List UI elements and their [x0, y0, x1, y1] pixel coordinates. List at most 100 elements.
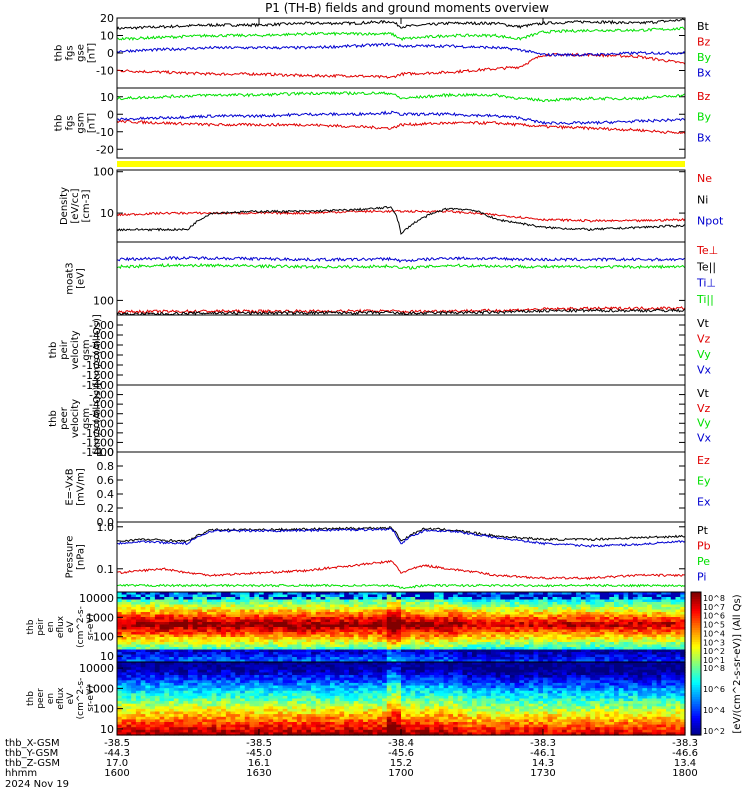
spectrogram-cell: [547, 612, 553, 616]
spectrogram-cell: [117, 609, 123, 613]
spectrogram-cell: [211, 719, 217, 723]
spectrogram-cell: [401, 647, 407, 651]
spectrogram-cell: [131, 722, 137, 726]
spectrogram-cell: [192, 662, 198, 666]
spectrogram-cell: [391, 632, 397, 636]
spectrogram-cell: [296, 727, 303, 731]
spectrogram-cell: [178, 627, 184, 631]
spectrogram-cell: [405, 659, 411, 663]
spectrogram-cell: [552, 634, 558, 638]
spectrogram-cell: [557, 657, 563, 661]
spectrogram-cell: [623, 597, 629, 601]
spectrogram-cell: [637, 607, 643, 611]
spectrogram-cell: [259, 714, 265, 718]
spectrogram-cell: [382, 659, 388, 663]
spectrogram-cell: [135, 647, 142, 651]
spectrogram-cell: [159, 609, 165, 613]
spectrogram-cell: [490, 632, 497, 636]
spectrogram-cell: [628, 607, 634, 611]
spectrogram-cell: [154, 701, 161, 705]
spectrogram-cell: [405, 647, 411, 651]
spectrogram-cell: [315, 706, 322, 710]
spectrogram-cell: [410, 627, 416, 631]
spectrogram-cell: [561, 632, 568, 636]
spectrogram-cell: [509, 634, 516, 638]
spectrogram-cell: [386, 624, 393, 628]
spectrogram-cell: [519, 604, 525, 608]
spectrogram-cell: [434, 649, 440, 653]
spectrogram-cell: [476, 657, 482, 661]
spectrogram-cell: [353, 632, 359, 636]
spectrogram-cell: [614, 604, 620, 608]
spectrogram-cell: [410, 617, 416, 621]
spectrogram-cell: [642, 627, 648, 631]
spectrogram-cell: [642, 607, 648, 611]
spectrogram-cell: [353, 622, 359, 626]
spectrogram-cell: [552, 612, 558, 616]
spectrogram-cell: [320, 632, 326, 636]
spectrogram-cell: [121, 609, 127, 613]
spectrogram-cell: [206, 675, 213, 679]
spectrogram-cell: [495, 634, 501, 638]
spectrogram-cell: [235, 637, 241, 641]
spectrogram-cell: [173, 672, 180, 676]
spectrogram-cell: [457, 622, 464, 626]
spectrogram-cell: [150, 612, 156, 616]
spectrogram-cell: [609, 639, 615, 643]
spectrogram-cell: [154, 672, 161, 676]
spectrogram-cell: [315, 592, 322, 596]
spectrogram-cell: [524, 629, 530, 633]
spectrogram-cell: [206, 597, 213, 601]
spectrogram-cell: [457, 652, 464, 656]
spectrogram-cell: [339, 609, 345, 613]
spectrogram-cell: [405, 649, 411, 653]
spectrogram-cell: [164, 732, 170, 736]
spectrogram-cell: [164, 722, 170, 726]
spectrogram-cell: [680, 627, 686, 631]
spectrogram-cell: [457, 607, 464, 611]
spectrogram-cell: [670, 634, 677, 638]
spectrogram-cell: [415, 629, 421, 633]
spectrogram-cell: [547, 654, 553, 658]
spectrogram-cell: [509, 597, 516, 601]
spectrogram-cell: [348, 672, 355, 676]
spectrogram-cell: [306, 719, 312, 723]
spectrogram-cell: [476, 602, 482, 606]
spectrogram-cell: [661, 657, 667, 661]
spectrogram-cell: [666, 622, 672, 626]
spectrogram-cell: [438, 652, 445, 656]
spectrogram-cell: [140, 690, 146, 694]
spectrogram-cell: [287, 657, 293, 661]
spectrogram-cell: [405, 622, 411, 626]
spectrogram-cell: [467, 617, 473, 621]
spectrogram-cell: [656, 644, 662, 648]
spectrogram-cell: [197, 677, 203, 681]
spectrogram-cell: [159, 682, 165, 687]
spectrogram-cell: [623, 617, 629, 621]
spectrogram-cell: [254, 680, 260, 684]
spectrogram-cell: [348, 634, 355, 638]
spectrogram-cell: [202, 592, 208, 596]
spectrogram-cell: [315, 667, 322, 671]
spectrogram-cell: [656, 639, 662, 643]
spectrogram-cell: [462, 592, 468, 596]
spectrogram-cell: [632, 594, 639, 598]
spectrogram-cell: [188, 639, 194, 643]
spectrogram-cell: [429, 632, 435, 636]
spectrogram-cell: [259, 729, 265, 733]
spectrogram-cell: [178, 609, 184, 613]
spectrogram-cell: [230, 680, 236, 684]
spectrogram-cell: [121, 592, 127, 596]
spectrogram-cell: [273, 695, 279, 700]
spectrogram-cell: [377, 597, 383, 601]
spectrogram-cell: [225, 680, 232, 684]
spectrogram-cell: [306, 675, 312, 679]
spectrogram-cell: [344, 675, 350, 679]
spectrogram-cell: [164, 657, 170, 661]
spectrogram-cell: [320, 667, 326, 671]
spectrogram-cell: [164, 685, 170, 689]
spectrogram-cell: [192, 722, 198, 726]
spectrogram-cell: [315, 614, 322, 618]
spectrogram-cell: [320, 732, 326, 736]
spectrogram-cell: [235, 711, 241, 715]
